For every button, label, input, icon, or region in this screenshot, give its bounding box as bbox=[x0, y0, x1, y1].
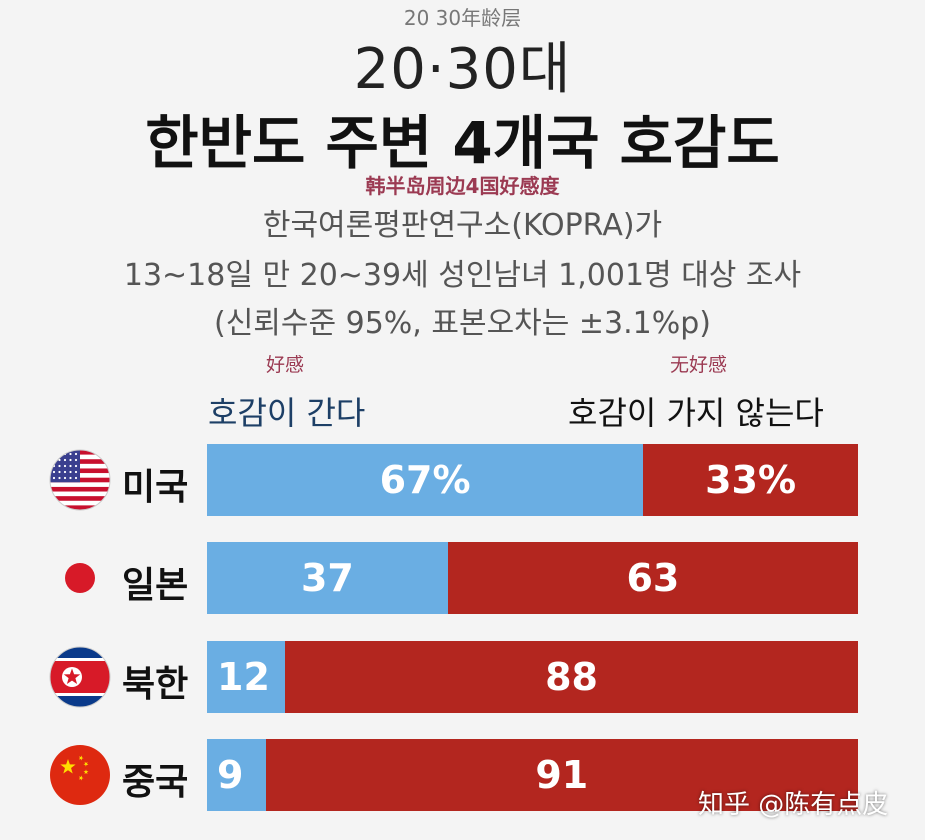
stacked-bar: 9 91 bbox=[207, 739, 858, 811]
legend-positive: 호감이 간다 bbox=[208, 394, 366, 432]
bar-segment-negative: 63 bbox=[447, 542, 858, 614]
bar-segment-positive: 37 bbox=[207, 542, 448, 614]
data-label: 12 bbox=[217, 655, 270, 699]
us-flag-icon bbox=[48, 448, 112, 512]
bar-segment-negative: 91 bbox=[265, 739, 858, 811]
chart-row: 중국 9 91 bbox=[0, 739, 925, 811]
bar-segment-negative: 33% bbox=[643, 444, 858, 516]
stacked-bar: 12 88 bbox=[207, 641, 858, 713]
bar-segment-negative: 88 bbox=[285, 641, 858, 713]
chinese-subtitle: 韩半岛周边4国好感度 bbox=[365, 174, 560, 198]
chart-title: 한반도 주변 4개국 호감도 bbox=[145, 109, 780, 177]
japan-flag-icon bbox=[48, 546, 112, 610]
source-line-3: (신뢰수준 95%, 표본오차는 ±3.1%p) bbox=[213, 306, 712, 341]
bar-segment-positive: 12 bbox=[207, 641, 286, 713]
chart-kicker: 20·30대 bbox=[353, 37, 572, 102]
data-label: 67% bbox=[379, 458, 471, 502]
chart-row: 북한 12 88 bbox=[0, 641, 925, 713]
data-label: 88 bbox=[545, 655, 598, 699]
china-flag-icon bbox=[48, 743, 112, 807]
data-label: 37 bbox=[300, 556, 354, 600]
source-line-2: 13~18일 만 20~39세 성인남녀 1,001명 대상 조사 bbox=[123, 258, 802, 293]
legend-positive-cn: 好感 bbox=[266, 354, 305, 376]
bar-segment-positive: 67% bbox=[207, 444, 644, 516]
data-label: 33% bbox=[705, 458, 797, 502]
chart-row: 미국 67% 33% bbox=[0, 444, 925, 516]
data-label: 63 bbox=[626, 556, 680, 600]
category-label: 중국 bbox=[122, 762, 189, 803]
chart-row: 일본 37 63 bbox=[0, 542, 925, 614]
category-label: 북한 bbox=[122, 664, 189, 705]
stacked-bar: 37 63 bbox=[207, 542, 858, 614]
north-korea-flag-icon bbox=[48, 645, 112, 709]
source-line-1: 한국여론평판연구소(KOPRA)가 bbox=[262, 208, 663, 243]
category-label: 미국 bbox=[122, 467, 189, 508]
bar-segment-positive: 9 bbox=[207, 739, 266, 811]
data-label: 9 bbox=[217, 753, 244, 797]
category-label: 일본 bbox=[122, 565, 189, 606]
legend-negative-cn: 无好感 bbox=[670, 354, 728, 376]
stacked-bar: 67% 33% bbox=[207, 444, 858, 516]
watermark: 知乎 @陈有点皮 bbox=[698, 790, 889, 820]
data-label: 91 bbox=[535, 753, 589, 797]
top-note: 20 30年龄层 bbox=[403, 6, 522, 30]
legend-negative: 호감이 가지 않는다 bbox=[568, 394, 824, 432]
